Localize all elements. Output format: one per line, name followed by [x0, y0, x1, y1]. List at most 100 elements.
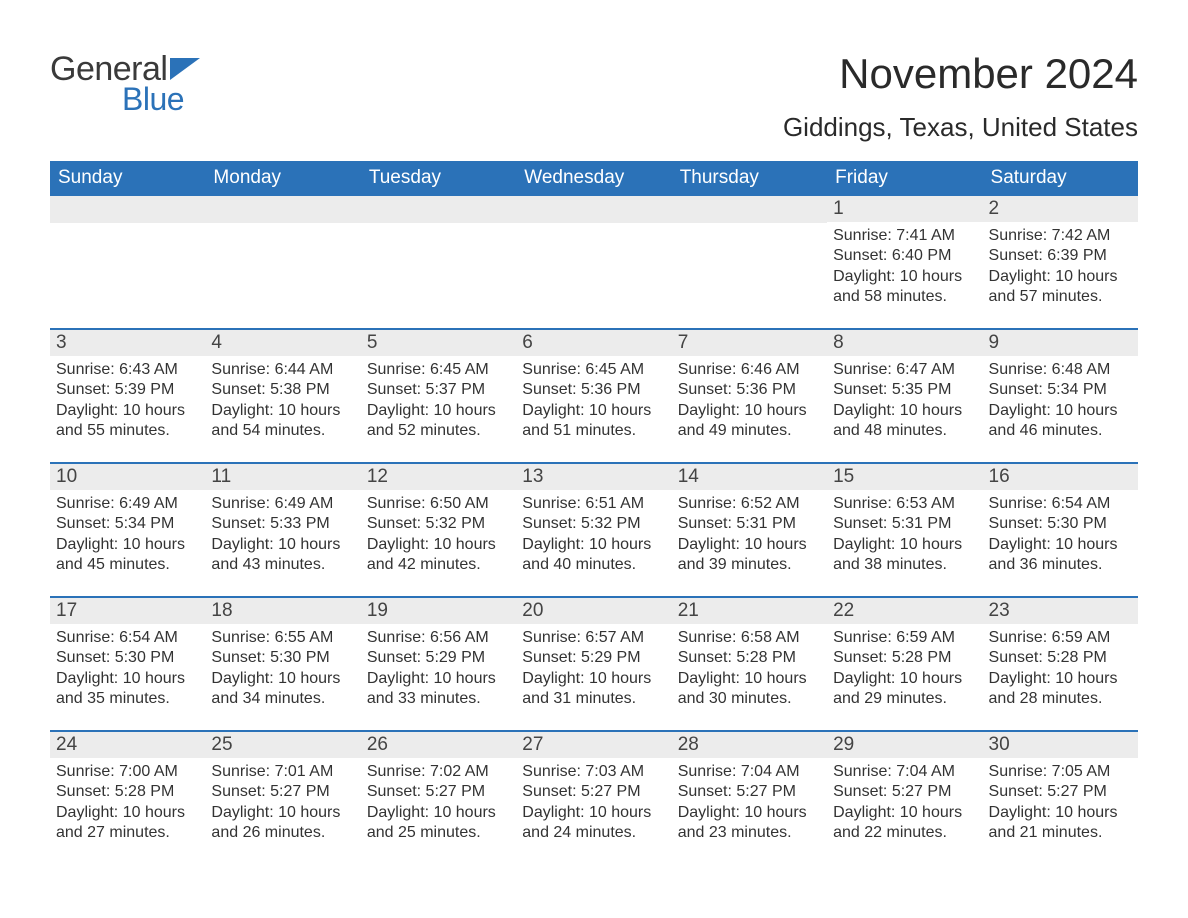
day-number: 10: [50, 464, 205, 490]
day-sunset-line: Sunset: 5:34 PM: [56, 514, 199, 534]
day-sunrise-line: Sunrise: 6:45 AM: [522, 360, 665, 380]
day-day2-line: and 48 minutes.: [833, 421, 976, 441]
calendar: SundayMondayTuesdayWednesdayThursdayFrid…: [50, 161, 1138, 864]
day-cell: 2Sunrise: 7:42 AMSunset: 6:39 PMDaylight…: [983, 196, 1138, 328]
dow-cell: Saturday: [983, 163, 1138, 194]
day-day1-line: Daylight: 10 hours: [678, 401, 821, 421]
day-cell: 1Sunrise: 7:41 AMSunset: 6:40 PMDaylight…: [827, 196, 982, 328]
day-sunrise-line: Sunrise: 7:02 AM: [367, 762, 510, 782]
day-day2-line: and 43 minutes.: [211, 555, 354, 575]
day-number: 29: [827, 732, 982, 758]
day-sunrise-line: Sunrise: 6:51 AM: [522, 494, 665, 514]
day-body: Sunrise: 6:45 AMSunset: 5:36 PMDaylight:…: [516, 356, 671, 446]
day-sunset-line: Sunset: 5:29 PM: [367, 648, 510, 668]
day-number: 9: [983, 330, 1138, 356]
day-sunrise-line: Sunrise: 6:55 AM: [211, 628, 354, 648]
day-body: Sunrise: 6:49 AMSunset: 5:34 PMDaylight:…: [50, 490, 205, 580]
day-cell: [361, 196, 516, 328]
day-sunset-line: Sunset: 5:31 PM: [678, 514, 821, 534]
day-cell: 7Sunrise: 6:46 AMSunset: 5:36 PMDaylight…: [672, 330, 827, 462]
day-day2-line: and 34 minutes.: [211, 689, 354, 709]
day-sunset-line: Sunset: 5:27 PM: [833, 782, 976, 802]
dow-cell: Wednesday: [516, 163, 671, 194]
day-body: Sunrise: 7:04 AMSunset: 5:27 PMDaylight:…: [827, 758, 982, 848]
day-sunrise-line: Sunrise: 6:46 AM: [678, 360, 821, 380]
day-cell: 3Sunrise: 6:43 AMSunset: 5:39 PMDaylight…: [50, 330, 205, 462]
day-day1-line: Daylight: 10 hours: [522, 401, 665, 421]
day-body: Sunrise: 7:05 AMSunset: 5:27 PMDaylight:…: [983, 758, 1138, 848]
day-cell: 16Sunrise: 6:54 AMSunset: 5:30 PMDayligh…: [983, 464, 1138, 596]
day-sunrise-line: Sunrise: 6:59 AM: [833, 628, 976, 648]
week-row: 10Sunrise: 6:49 AMSunset: 5:34 PMDayligh…: [50, 462, 1138, 596]
day-cell: 29Sunrise: 7:04 AMSunset: 5:27 PMDayligh…: [827, 732, 982, 864]
day-cell: 9Sunrise: 6:48 AMSunset: 5:34 PMDaylight…: [983, 330, 1138, 462]
day-cell: 18Sunrise: 6:55 AMSunset: 5:30 PMDayligh…: [205, 598, 360, 730]
day-sunrise-line: Sunrise: 6:43 AM: [56, 360, 199, 380]
day-number: 30: [983, 732, 1138, 758]
day-sunrise-line: Sunrise: 6:50 AM: [367, 494, 510, 514]
day-sunrise-line: Sunrise: 6:52 AM: [678, 494, 821, 514]
day-day2-line: and 28 minutes.: [989, 689, 1132, 709]
day-sunrise-line: Sunrise: 6:53 AM: [833, 494, 976, 514]
day-body: Sunrise: 6:43 AMSunset: 5:39 PMDaylight:…: [50, 356, 205, 446]
day-cell: 11Sunrise: 6:49 AMSunset: 5:33 PMDayligh…: [205, 464, 360, 596]
day-day1-line: Daylight: 10 hours: [211, 535, 354, 555]
day-body: Sunrise: 6:51 AMSunset: 5:32 PMDaylight:…: [516, 490, 671, 580]
day-sunrise-line: Sunrise: 7:03 AM: [522, 762, 665, 782]
empty-day-bar: [50, 196, 205, 223]
day-cell: [205, 196, 360, 328]
day-sunrise-line: Sunrise: 7:01 AM: [211, 762, 354, 782]
day-cell: 5Sunrise: 6:45 AMSunset: 5:37 PMDaylight…: [361, 330, 516, 462]
day-cell: 28Sunrise: 7:04 AMSunset: 5:27 PMDayligh…: [672, 732, 827, 864]
day-cell: 17Sunrise: 6:54 AMSunset: 5:30 PMDayligh…: [50, 598, 205, 730]
day-sunrise-line: Sunrise: 6:56 AM: [367, 628, 510, 648]
day-day1-line: Daylight: 10 hours: [833, 803, 976, 823]
day-day2-line: and 27 minutes.: [56, 823, 199, 843]
dow-cell: Monday: [205, 163, 360, 194]
day-body: Sunrise: 6:46 AMSunset: 5:36 PMDaylight:…: [672, 356, 827, 446]
title-block: November 2024 Giddings, Texas, United St…: [783, 50, 1138, 143]
day-day1-line: Daylight: 10 hours: [678, 803, 821, 823]
day-number: 1: [827, 196, 982, 222]
day-body: Sunrise: 7:00 AMSunset: 5:28 PMDaylight:…: [50, 758, 205, 848]
day-day2-line: and 51 minutes.: [522, 421, 665, 441]
day-cell: 27Sunrise: 7:03 AMSunset: 5:27 PMDayligh…: [516, 732, 671, 864]
day-body: Sunrise: 6:50 AMSunset: 5:32 PMDaylight:…: [361, 490, 516, 580]
day-body: Sunrise: 7:01 AMSunset: 5:27 PMDaylight:…: [205, 758, 360, 848]
day-cell: [50, 196, 205, 328]
day-sunset-line: Sunset: 5:37 PM: [367, 380, 510, 400]
day-number: 4: [205, 330, 360, 356]
day-sunset-line: Sunset: 5:39 PM: [56, 380, 199, 400]
day-number: 14: [672, 464, 827, 490]
day-body: Sunrise: 6:48 AMSunset: 5:34 PMDaylight:…: [983, 356, 1138, 446]
day-sunset-line: Sunset: 5:33 PM: [211, 514, 354, 534]
day-sunrise-line: Sunrise: 7:05 AM: [989, 762, 1132, 782]
day-sunrise-line: Sunrise: 6:58 AM: [678, 628, 821, 648]
day-cell: 23Sunrise: 6:59 AMSunset: 5:28 PMDayligh…: [983, 598, 1138, 730]
day-sunset-line: Sunset: 5:27 PM: [678, 782, 821, 802]
dow-cell: Friday: [827, 163, 982, 194]
day-day1-line: Daylight: 10 hours: [211, 669, 354, 689]
week-row: 24Sunrise: 7:00 AMSunset: 5:28 PMDayligh…: [50, 730, 1138, 864]
day-day1-line: Daylight: 10 hours: [56, 803, 199, 823]
dow-cell: Sunday: [50, 163, 205, 194]
day-number: 6: [516, 330, 671, 356]
day-day1-line: Daylight: 10 hours: [833, 401, 976, 421]
day-sunset-line: Sunset: 5:27 PM: [989, 782, 1132, 802]
day-sunset-line: Sunset: 5:28 PM: [678, 648, 821, 668]
day-cell: 25Sunrise: 7:01 AMSunset: 5:27 PMDayligh…: [205, 732, 360, 864]
day-sunset-line: Sunset: 6:40 PM: [833, 246, 976, 266]
day-day2-line: and 55 minutes.: [56, 421, 199, 441]
day-sunset-line: Sunset: 5:30 PM: [211, 648, 354, 668]
day-cell: 12Sunrise: 6:50 AMSunset: 5:32 PMDayligh…: [361, 464, 516, 596]
day-number: 16: [983, 464, 1138, 490]
day-body: Sunrise: 7:04 AMSunset: 5:27 PMDaylight:…: [672, 758, 827, 848]
day-day2-line: and 38 minutes.: [833, 555, 976, 575]
day-number: 12: [361, 464, 516, 490]
day-sunset-line: Sunset: 5:29 PM: [522, 648, 665, 668]
day-day1-line: Daylight: 10 hours: [56, 669, 199, 689]
day-day2-line: and 22 minutes.: [833, 823, 976, 843]
day-sunrise-line: Sunrise: 7:04 AM: [678, 762, 821, 782]
day-number: 21: [672, 598, 827, 624]
day-number: 17: [50, 598, 205, 624]
